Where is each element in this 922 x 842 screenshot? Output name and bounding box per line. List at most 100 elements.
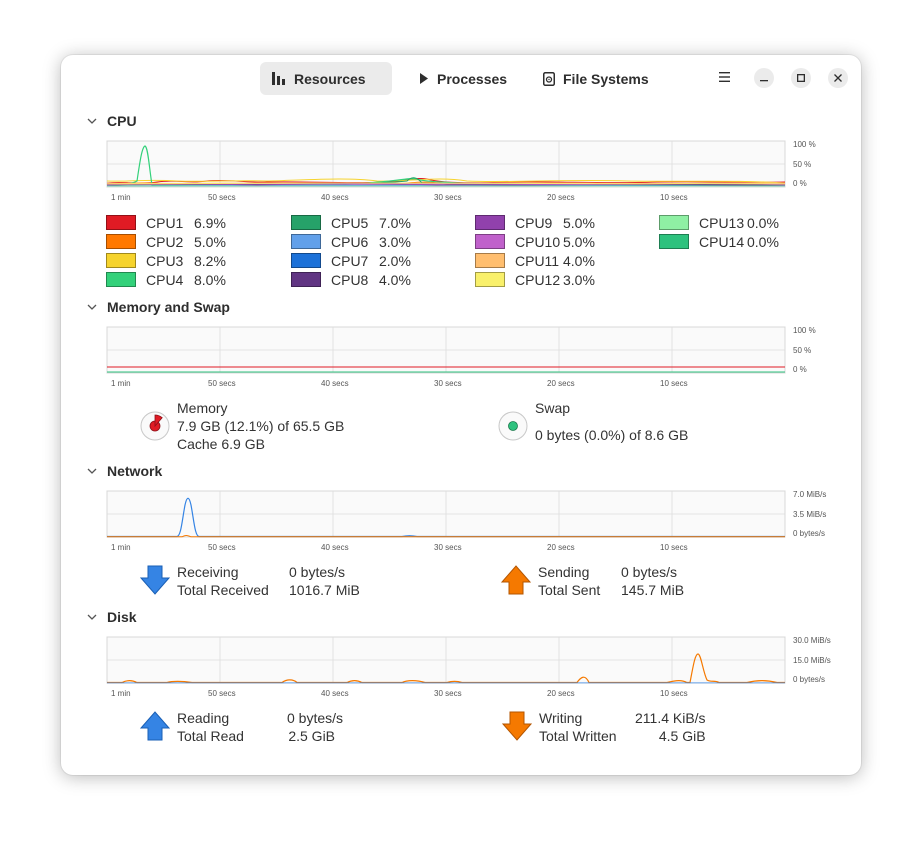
writing-label: Writing bbox=[539, 710, 583, 726]
x-tick: 30 secs bbox=[434, 689, 462, 698]
x-tick: 50 secs bbox=[208, 689, 236, 698]
color-swatch[interactable] bbox=[475, 215, 505, 230]
cpu-legend-item[interactable]: CPU10 5.0% bbox=[475, 233, 595, 250]
x-tick: 1 min bbox=[111, 193, 131, 202]
cpu-legend-item[interactable]: CPU14 0.0% bbox=[659, 233, 779, 250]
color-swatch[interactable] bbox=[291, 234, 321, 249]
x-tick: 40 secs bbox=[321, 689, 349, 698]
x-tick: 30 secs bbox=[434, 379, 462, 388]
cpu-section-header[interactable]: CPU bbox=[87, 113, 137, 129]
total-read-label: Total Read bbox=[177, 728, 244, 744]
tab-resources[interactable]: Resources bbox=[260, 62, 392, 95]
memory-label: Memory bbox=[177, 400, 228, 416]
color-swatch[interactable] bbox=[291, 215, 321, 230]
total-written-label: Total Written bbox=[539, 728, 617, 744]
network-section-title: Network bbox=[107, 463, 163, 479]
close-button[interactable] bbox=[828, 68, 848, 88]
cpu-graph: 100 % 50 % 0 % 1 min 50 secs 40 secs 30 … bbox=[106, 140, 847, 203]
x-tick: 20 secs bbox=[547, 193, 575, 202]
x-tick: 10 secs bbox=[660, 543, 688, 552]
swap-label: Swap bbox=[535, 400, 571, 416]
cpu-legend-item[interactable]: CPU5 7.0% bbox=[291, 214, 411, 231]
cpu-legend-item[interactable]: CPU2 5.0% bbox=[106, 233, 226, 250]
x-tick: 40 secs bbox=[321, 379, 349, 388]
color-swatch[interactable] bbox=[291, 253, 321, 268]
color-swatch[interactable] bbox=[106, 234, 136, 249]
cpu-legend-item[interactable]: CPU1 6.9% bbox=[106, 214, 226, 231]
color-swatch[interactable] bbox=[106, 215, 136, 230]
disk-section-header[interactable]: Disk bbox=[87, 609, 137, 625]
hamburger-menu-icon bbox=[718, 69, 730, 87]
cpu-legend-item[interactable]: CPU9 5.0% bbox=[475, 214, 595, 231]
sending-line bbox=[107, 534, 785, 538]
swap-pie-icon[interactable] bbox=[498, 411, 528, 441]
memory-info: Memory 7.9 GB (12.1%) of 65.5 GB Cache 6… bbox=[177, 399, 344, 453]
x-tick: 20 secs bbox=[547, 689, 575, 698]
x-tick: 1 min bbox=[111, 379, 131, 388]
network-y-tick: 7.0 MiB/s bbox=[793, 490, 826, 499]
minimize-button[interactable] bbox=[754, 68, 774, 88]
download-arrow-icon[interactable] bbox=[501, 711, 533, 746]
cpu-legend-item[interactable]: CPU12 3.0% bbox=[475, 271, 595, 288]
x-tick: 30 secs bbox=[434, 193, 462, 202]
main-menu-button[interactable] bbox=[714, 68, 734, 88]
x-tick: 40 secs bbox=[321, 193, 349, 202]
color-swatch[interactable] bbox=[475, 253, 505, 268]
upload-arrow-icon[interactable] bbox=[139, 711, 171, 746]
color-swatch[interactable] bbox=[106, 272, 136, 287]
x-tick: 1 min bbox=[111, 689, 131, 698]
reading-info: Reading 0 bytes/s Total Read 2.5 GiB bbox=[177, 709, 343, 745]
total-written-value: 4.5 GiB bbox=[658, 728, 706, 744]
total-received-value: 1016.7 MiB bbox=[289, 582, 360, 598]
color-swatch[interactable] bbox=[475, 272, 505, 287]
network-section-header[interactable]: Network bbox=[87, 463, 162, 479]
x-tick: 30 secs bbox=[434, 543, 462, 552]
network-y-tick: 3.5 MiB/s bbox=[793, 510, 826, 519]
cpu-y-tick: 50 % bbox=[793, 160, 811, 169]
cpu-legend-item[interactable]: CPU4 8.0% bbox=[106, 271, 226, 288]
receiving-label: Receiving bbox=[177, 564, 239, 580]
color-swatch[interactable] bbox=[659, 234, 689, 249]
memory-section-header[interactable]: Memory and Swap bbox=[87, 299, 230, 315]
disk-y-tick: 0 bytes/s bbox=[793, 675, 825, 684]
tab-file-systems[interactable]: File Systems bbox=[531, 62, 663, 95]
x-tick: 50 secs bbox=[208, 379, 236, 388]
bar-chart-icon bbox=[272, 72, 286, 85]
color-swatch[interactable] bbox=[475, 234, 505, 249]
x-tick: 20 secs bbox=[547, 543, 575, 552]
chevron-down-icon bbox=[87, 468, 97, 474]
cpu-legend-item[interactable]: CPU11 4.0% bbox=[475, 252, 595, 269]
cpu-legend-item[interactable]: CPU7 2.0% bbox=[291, 252, 411, 269]
cpu-legend-item[interactable]: CPU6 3.0% bbox=[291, 233, 411, 250]
memory-y-tick: 100 % bbox=[793, 326, 816, 335]
maximize-button[interactable] bbox=[791, 68, 811, 88]
total-sent-value: 145.7 MiB bbox=[621, 582, 685, 598]
cpu-legend-item[interactable]: CPU3 8.2% bbox=[106, 252, 226, 269]
cpu-legend-item[interactable]: CPU13 0.0% bbox=[659, 214, 779, 231]
sending-value: 0 bytes/s bbox=[621, 564, 678, 580]
writing-value: 211.4 KiB/s bbox=[635, 710, 706, 726]
receiving-value: 0 bytes/s bbox=[289, 564, 346, 580]
memory-section-title: Memory and Swap bbox=[107, 299, 230, 315]
x-tick: 10 secs bbox=[660, 193, 688, 202]
color-swatch[interactable] bbox=[106, 253, 136, 268]
tab-processes-label: Processes bbox=[437, 70, 508, 87]
cpu-legend-item[interactable]: CPU8 4.0% bbox=[291, 271, 411, 288]
color-swatch[interactable] bbox=[291, 272, 321, 287]
chevron-down-icon bbox=[87, 614, 97, 620]
x-tick: 1 min bbox=[111, 543, 131, 552]
memory-graph: 100 % 50 % 0 % 1 min 50 secs 40 secs 30 … bbox=[106, 326, 847, 389]
upload-arrow-icon[interactable] bbox=[500, 565, 532, 600]
receiving-line bbox=[107, 497, 785, 538]
close-icon bbox=[834, 69, 842, 87]
swap-info: Swap 0 bytes (0.0%) of 8.6 GB bbox=[535, 399, 688, 444]
x-tick: 20 secs bbox=[547, 379, 575, 388]
download-arrow-icon[interactable] bbox=[139, 565, 171, 600]
writing-line bbox=[107, 653, 785, 684]
memory-y-tick: 50 % bbox=[793, 346, 811, 355]
memory-pie-icon[interactable] bbox=[140, 411, 170, 441]
tab-processes[interactable]: Processes bbox=[407, 62, 521, 95]
cpu-section-title: CPU bbox=[107, 113, 137, 129]
color-swatch[interactable] bbox=[659, 215, 689, 230]
cpu-y-tick: 100 % bbox=[793, 140, 816, 149]
